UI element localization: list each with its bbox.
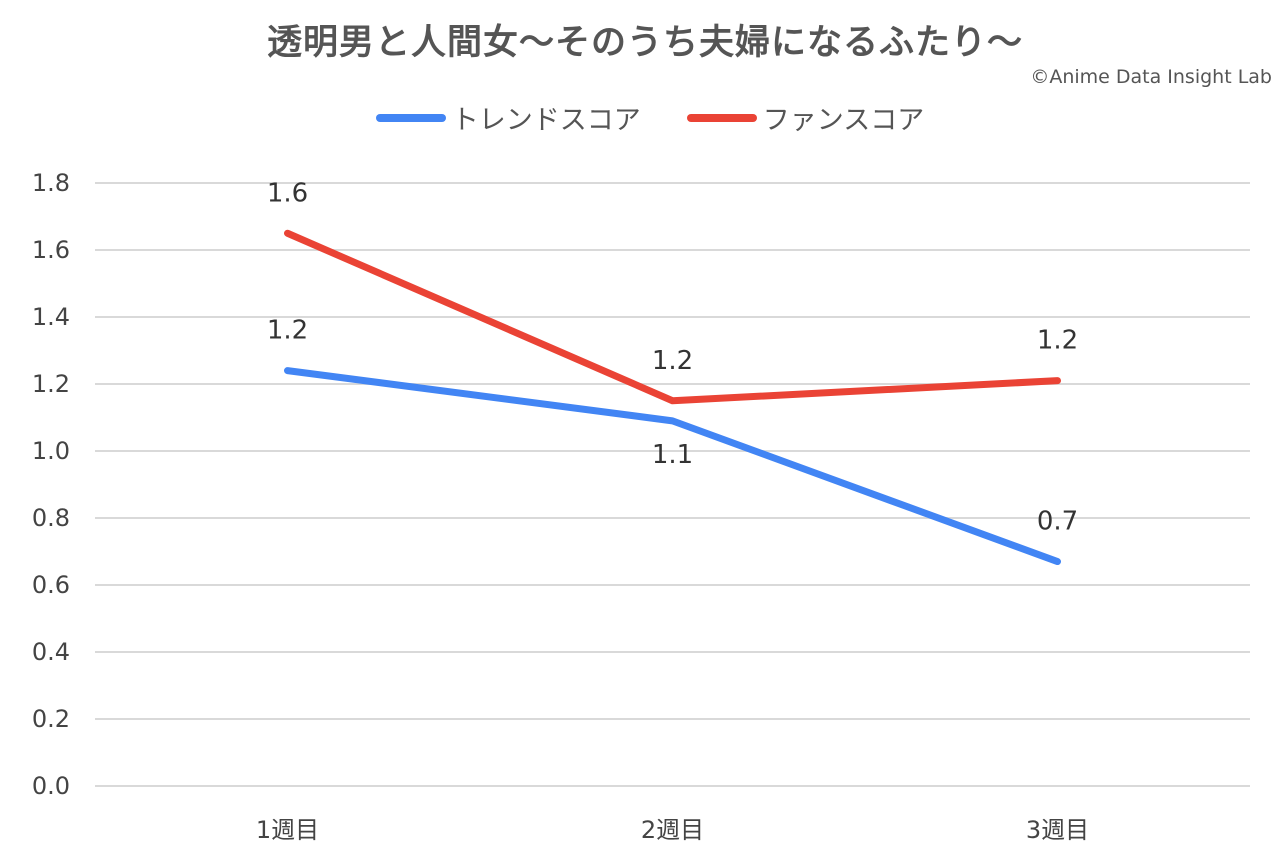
y-tick-label: 0.8 — [32, 504, 70, 532]
legend-label-trend: トレンドスコア — [451, 105, 641, 136]
data-label: 1.2 — [652, 346, 693, 376]
y-tick-label: 0.4 — [32, 638, 70, 666]
legend-item-trend: トレンドスコア — [375, 98, 641, 137]
y-tick-label: 1.2 — [32, 370, 70, 398]
data-label: 0.7 — [1037, 507, 1078, 537]
y-tick-label: 1.8 — [32, 169, 70, 197]
legend: トレンドスコア ファンスコア — [0, 98, 1276, 137]
y-tick-label: 0.2 — [32, 705, 70, 733]
credit-text: ©Anime Data Insight Lab — [1030, 66, 1272, 88]
data-label: 1.2 — [267, 316, 308, 346]
chart-title: 透明男と人間女～そのうち夫婦になるふたり～ — [266, 23, 1023, 63]
y-tick-label: 1.6 — [32, 236, 70, 264]
data-label: 1.2 — [1037, 326, 1078, 356]
x-tick-label: 1週目 — [256, 816, 319, 844]
data-label: 1.1 — [652, 440, 693, 470]
legend-swatch-fan — [686, 113, 757, 122]
legend-item-fan: ファンスコア — [686, 98, 925, 137]
y-tick-label: 0.0 — [32, 772, 70, 800]
y-tick-label: 1.4 — [32, 303, 70, 331]
legend-label-fan: ファンスコア — [762, 105, 925, 136]
y-tick-label: 0.6 — [32, 571, 70, 599]
y-tick-label: 1.0 — [32, 437, 70, 465]
data-label: 1.6 — [267, 178, 308, 208]
x-tick-label: 2週目 — [641, 816, 704, 844]
x-tick-label: 3週目 — [1026, 816, 1089, 844]
legend-swatch-trend — [375, 113, 446, 122]
